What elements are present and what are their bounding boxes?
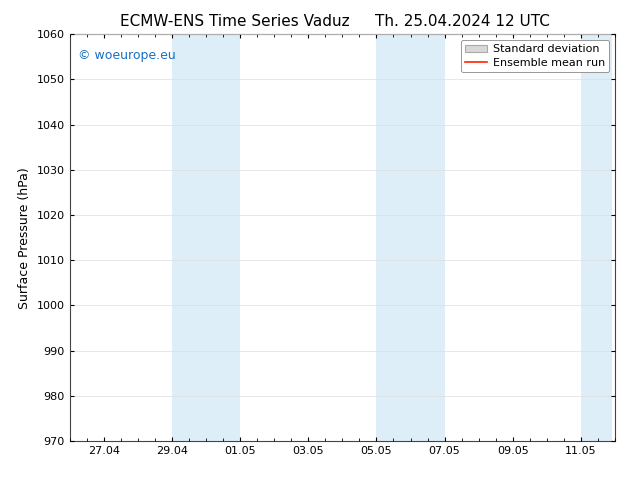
Text: Th. 25.04.2024 12 UTC: Th. 25.04.2024 12 UTC — [375, 14, 550, 29]
Text: ECMW-ENS Time Series Vaduz: ECMW-ENS Time Series Vaduz — [120, 14, 349, 29]
Text: © woeurope.eu: © woeurope.eu — [78, 49, 176, 62]
Y-axis label: Surface Pressure (hPa): Surface Pressure (hPa) — [18, 167, 31, 309]
Legend: Standard deviation, Ensemble mean run: Standard deviation, Ensemble mean run — [460, 40, 609, 72]
Bar — [377, 34, 444, 441]
Bar — [581, 34, 612, 441]
Bar — [172, 34, 240, 441]
